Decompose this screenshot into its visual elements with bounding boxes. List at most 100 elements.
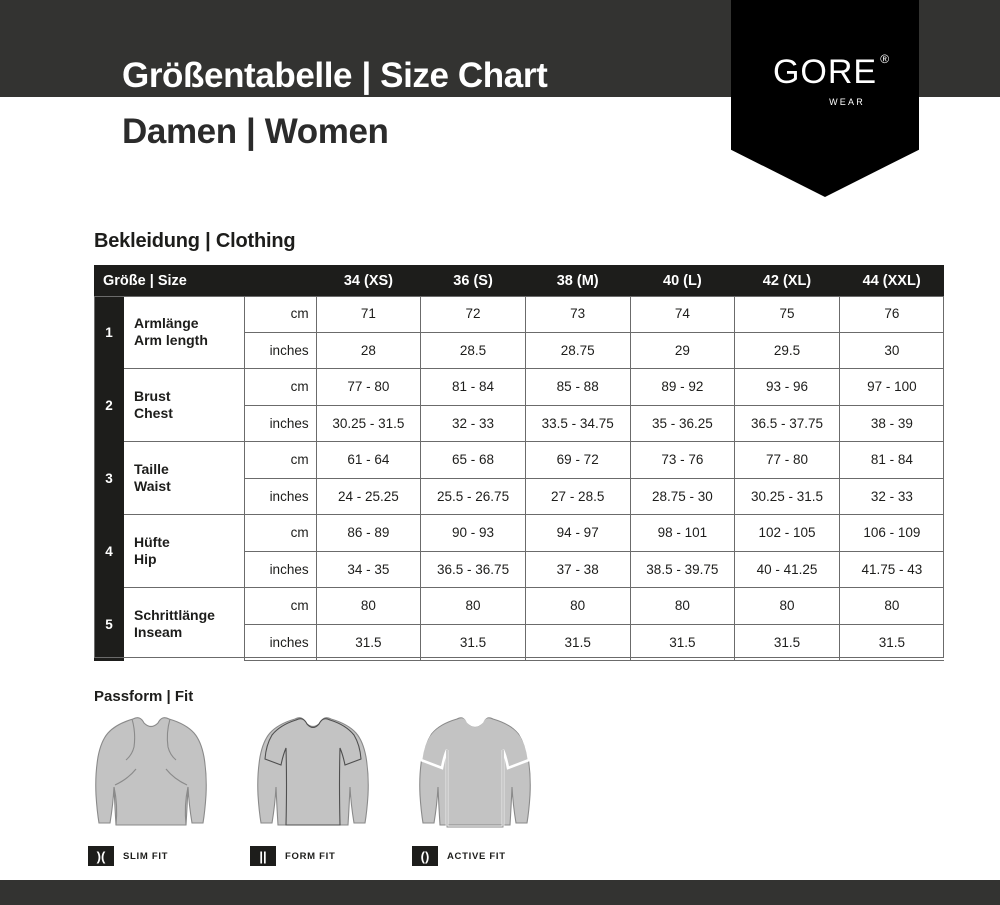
unit-label: inches <box>244 624 317 661</box>
measurement-cell: 31.5 <box>316 624 422 661</box>
measurement-cell: 77 - 80 <box>734 441 840 479</box>
row-label-de: Armlänge <box>134 314 199 331</box>
measurement-cell: 29.5 <box>734 332 840 369</box>
table-row: 2 Brust Chest cm 77 - 80 81 - 84 85 - 88 89 - 9… <box>94 368 944 442</box>
table-row: 3 Taille Waist cm 61 - 64 65 - 68 69 - 72 73 - … <box>94 441 944 515</box>
row-label-en: Chest <box>134 405 173 421</box>
table-row: 1 Armlänge Arm length cm 71 72 73 74 75 76 <box>94 296 944 369</box>
measurement-cell: 30.25 - 31.5 <box>316 405 422 442</box>
row-label-1: Armlänge Arm length <box>124 296 245 369</box>
unit-label: inches <box>244 332 317 369</box>
table-row: inches 31.5 31.5 31.5 31.5 31.5 31.5 <box>94 624 944 661</box>
fit-legend-form: || FORM FIT <box>250 846 376 866</box>
page-subtitle: Damen | Women <box>122 112 389 151</box>
measurement-cell: 25.5 - 26.75 <box>420 478 526 515</box>
column-header-size-0: 34 (XS) <box>316 265 421 296</box>
row-label-3: Taille Waist <box>124 441 245 515</box>
row-number-5: 5 <box>94 587 124 661</box>
table-header-row: Größe | Size 34 (XS) 36 (S) 38 (M) 40 (L… <box>94 265 944 296</box>
measurement-cell: 28.75 <box>525 332 631 369</box>
form-fit-label: FORM FIT <box>285 850 336 862</box>
row-label-de: Hüfte <box>134 533 170 550</box>
measurement-cell: 89 - 92 <box>630 368 736 406</box>
unit-label: cm <box>244 514 317 552</box>
unit-label: cm <box>244 587 317 625</box>
measurement-cell: 28.5 <box>420 332 526 369</box>
measurement-cell: 80 <box>525 587 631 625</box>
slim-fit-label: SLIM FIT <box>123 850 169 862</box>
measurement-cell: 102 - 105 <box>734 514 840 552</box>
registered-trademark-icon: ® <box>880 52 891 66</box>
row-label-en: Hip <box>134 551 157 567</box>
measurement-cell: 32 - 33 <box>839 478 944 515</box>
measurement-cell: 73 <box>525 296 631 333</box>
row-label-en: Waist <box>134 478 171 494</box>
row-label-de: Schrittlänge <box>134 606 215 623</box>
measurement-cell: 93 - 96 <box>734 368 840 406</box>
unit-label: inches <box>244 551 317 588</box>
measurement-cell: 31.5 <box>420 624 526 661</box>
measurement-cell: 81 - 84 <box>420 368 526 406</box>
measurement-cell: 28.75 - 30 <box>630 478 736 515</box>
table-row: inches 28 28.5 28.75 29 29.5 30 <box>94 332 944 369</box>
measurement-cell: 28 <box>316 332 422 369</box>
gore-wordmark-text: GORE <box>772 53 878 91</box>
gore-wear-logo-banner: GORE ® WEAR <box>731 0 919 197</box>
torso-form-fit-icon <box>257 717 369 826</box>
row-label-5: Schrittlänge Inseam <box>124 587 245 661</box>
fit-legend-active: () ACTIVE FIT <box>412 846 538 866</box>
measurement-cell: 37 - 38 <box>525 551 631 588</box>
measurement-cell: 69 - 72 <box>525 441 631 479</box>
measurement-cell: 73 - 76 <box>630 441 736 479</box>
measurement-cell: 33.5 - 34.75 <box>525 405 631 442</box>
measurement-cell: 80 <box>316 587 422 625</box>
measurement-cell: 72 <box>420 296 526 333</box>
row-label-2: Brust Chest <box>124 368 245 442</box>
measurement-cell: 32 - 33 <box>420 405 526 442</box>
row-label-de: Brust <box>134 387 171 404</box>
column-header-size-1: 36 (S) <box>420 265 526 296</box>
measurement-cell: 77 - 80 <box>316 368 422 406</box>
row-label-en: Inseam <box>134 624 183 641</box>
fit-section-heading: Passform | Fit <box>94 688 194 705</box>
measurement-cell: 40 - 41.25 <box>734 551 840 588</box>
measurement-cell: 81 - 84 <box>839 441 944 479</box>
measurement-cell: 24 - 25.25 <box>316 478 422 515</box>
measurement-cell: 76 <box>839 296 944 333</box>
logo-inner: GORE ® WEAR <box>731 53 919 125</box>
row-label-4: Hüfte Hip <box>124 514 245 588</box>
measurement-cell: 80 <box>734 587 840 625</box>
form-fit-badge-icon: || <box>250 846 276 866</box>
measurement-cell: 36.5 - 37.75 <box>734 405 840 442</box>
measurement-cell: 31.5 <box>734 624 840 661</box>
measurement-cell: 29 <box>630 332 736 369</box>
measurement-cell: 61 - 64 <box>316 441 422 479</box>
measurement-cell: 38 - 39 <box>839 405 944 442</box>
column-header-size-3: 40 (L) <box>630 265 735 296</box>
clothing-section-heading: Bekleidung | Clothing <box>94 230 296 252</box>
table-body: 1 Armlänge Arm length cm 71 72 73 74 75 76 inches 2… <box>94 296 944 661</box>
column-header-size-2: 38 (M) <box>525 265 631 296</box>
measurement-cell: 41.75 - 43 <box>839 551 944 588</box>
fit-option-slim: )( SLIM FIT <box>88 713 214 866</box>
table-head: Größe | Size 34 (XS) 36 (S) 38 (M) 40 (L… <box>94 265 944 296</box>
gore-wordmark: GORE ® <box>772 53 889 91</box>
measurement-cell: 38.5 - 39.75 <box>630 551 736 588</box>
unit-label: cm <box>244 368 317 406</box>
column-header-size-label: Größe | Size <box>94 265 317 296</box>
measurement-cell: 30.25 - 31.5 <box>734 478 840 515</box>
unit-label: inches <box>244 405 317 442</box>
measurement-cell: 80 <box>839 587 944 625</box>
slim-fit-badge-icon: )( <box>88 846 114 866</box>
measurement-cell: 80 <box>420 587 526 625</box>
footer-dark-band <box>0 880 1000 905</box>
measurement-cell: 31.5 <box>839 624 944 661</box>
table-row: inches 24 - 25.25 25.5 - 26.75 27 - 28.5 28.… <box>94 478 944 515</box>
torso-slim-fit-icon <box>95 717 207 826</box>
table-row: inches 30.25 - 31.5 32 - 33 33.5 - 34.75 35 … <box>94 405 944 442</box>
unit-label: inches <box>244 478 317 515</box>
measurement-cell: 98 - 101 <box>630 514 736 552</box>
measurement-cell: 80 <box>630 587 736 625</box>
measurement-cell: 85 - 88 <box>525 368 631 406</box>
measurement-cell: 30 <box>839 332 944 369</box>
